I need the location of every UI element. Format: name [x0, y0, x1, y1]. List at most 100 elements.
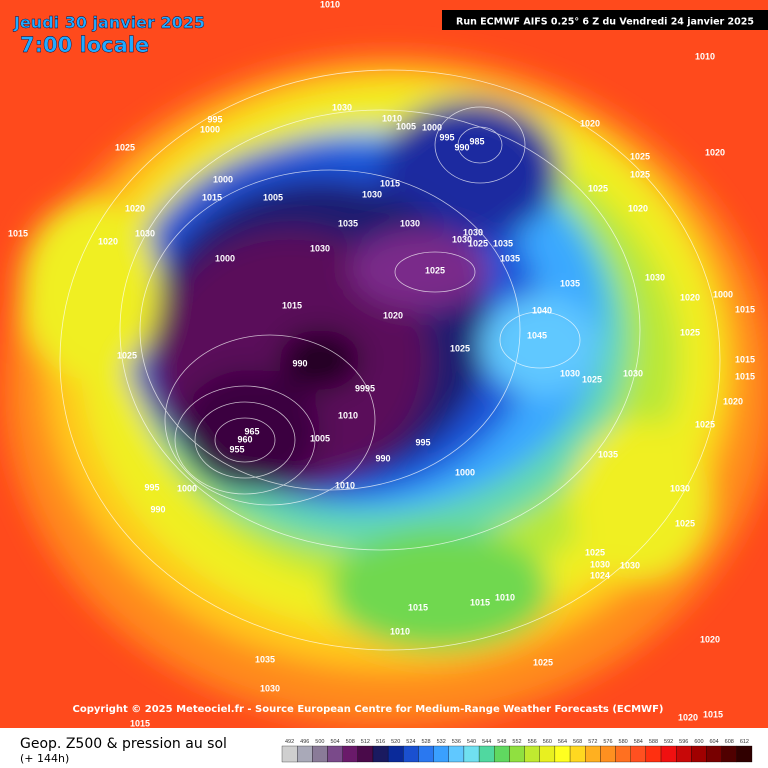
pressure-label: 1015	[130, 718, 150, 728]
scale-tick-label: 536	[452, 739, 461, 745]
scale-tick-label: 588	[649, 739, 658, 745]
pressure-label: 990	[375, 453, 390, 463]
pressure-label: 1035	[560, 278, 580, 288]
scale-swatch	[660, 745, 677, 763]
pressure-label: 1035	[255, 654, 275, 664]
pressure-label: 1020	[680, 292, 700, 302]
pressure-label: 1024	[590, 570, 610, 580]
scale-swatch	[645, 745, 662, 763]
pressure-label: 1025	[468, 238, 488, 248]
pressure-label: 1020	[723, 396, 743, 406]
pressure-label: 1030	[310, 243, 330, 253]
scale-swatch	[539, 745, 556, 763]
scale-tick-label: 524	[406, 739, 415, 745]
pressure-label: 1010	[390, 626, 410, 636]
pressure-label: 990	[292, 358, 307, 368]
pressure-label: 1025	[450, 343, 470, 353]
scale-tick-label: 596	[679, 739, 688, 745]
scale-tick-label: 580	[619, 739, 628, 745]
pressure-label: 1025	[117, 350, 137, 360]
scale-swatch	[463, 745, 480, 763]
pressure-label: 1010	[382, 113, 402, 123]
scale-tick-label: 572	[588, 739, 597, 745]
scale-tick-label: 548	[497, 739, 506, 745]
scale-tick-label: 512	[361, 739, 370, 745]
pressure-label: 1035	[500, 253, 520, 263]
pressure-label: 1015	[282, 300, 302, 310]
pressure-label: 995	[415, 437, 430, 447]
scale-swatch	[569, 745, 586, 763]
pressure-label: 1030	[645, 272, 665, 282]
scale-swatch	[524, 745, 540, 763]
run-box	[442, 10, 768, 30]
pressure-label: 1025	[588, 183, 608, 193]
scale-swatch	[509, 745, 525, 763]
pressure-label: 1030	[620, 560, 640, 570]
pressure-label: 1030	[560, 368, 580, 378]
pressure-label: 1020	[678, 712, 698, 722]
scale-tick-label: 584	[634, 739, 643, 745]
pressure-label: 1015	[408, 602, 428, 612]
pressure-label: 1025	[533, 657, 553, 667]
pressure-label: 1020	[705, 147, 725, 157]
scale-tick-label: 540	[467, 739, 476, 745]
scale-tick-label: 608	[725, 739, 734, 745]
scale-tick-label: 604	[710, 739, 719, 745]
pressure-label: 1030	[332, 102, 352, 112]
scale-swatch	[342, 745, 358, 763]
scale-swatch	[630, 745, 647, 763]
scale-swatch	[676, 745, 692, 763]
pressure-label: 1030	[623, 368, 643, 378]
scale-tick-label: 552	[512, 739, 521, 745]
pressure-label: 1020	[125, 203, 145, 213]
scale-tick-label: 508	[346, 739, 355, 745]
scale-swatch	[357, 745, 374, 763]
pressure-label: 1010	[335, 480, 355, 490]
time: 7:00 locale	[20, 33, 149, 57]
pressure-label: 1010	[495, 592, 515, 602]
scale-tick-label: 532	[437, 739, 446, 745]
pressure-label: 1025	[585, 547, 605, 557]
pressure-label: 1010	[338, 410, 358, 420]
scale-tick-label: 612	[740, 739, 749, 745]
scale-swatch	[433, 745, 449, 763]
pressure-label: 1015	[703, 709, 723, 719]
legend-subtitle: (+ 144h)	[20, 752, 69, 765]
pressure-label: 1000	[200, 124, 220, 134]
scale-swatch	[327, 745, 343, 763]
pressure-label: 1030	[362, 189, 382, 199]
scale-swatch	[387, 745, 404, 763]
pressure-label: 1030	[135, 228, 155, 238]
scale-swatch	[478, 745, 495, 763]
copyright: Copyright © 2025 Meteociel.fr - Source E…	[73, 704, 664, 715]
scale-swatch	[554, 745, 571, 763]
pressure-label: 1025	[680, 327, 700, 337]
scale-swatch	[312, 745, 328, 763]
pressure-label: 955	[229, 444, 244, 454]
run-info: Run ECMWF AIFS 0.25° 6 Z du Vendredi 24 …	[456, 17, 754, 28]
pressure-label: 1020	[383, 310, 403, 320]
scale-tick-label: 564	[558, 739, 567, 745]
scale-tick-label: 504	[330, 739, 339, 745]
scale-tick-label: 568	[573, 739, 582, 745]
pressure-label: 1005	[310, 433, 330, 443]
scale-tick-label: 520	[391, 739, 400, 745]
pressure-label: 1020	[700, 634, 720, 644]
pressure-label: 990	[150, 504, 165, 514]
scale-swatch	[736, 745, 753, 763]
pressure-label: 1000	[455, 467, 475, 477]
pressure-label: 1010	[695, 51, 715, 61]
scale-swatch	[403, 745, 419, 763]
pressure-label: 1015	[735, 371, 755, 381]
scale-swatch	[418, 745, 434, 763]
scale-tick-label: 492	[285, 739, 294, 745]
pressure-label: 1025	[115, 142, 135, 152]
pressure-label: 1020	[98, 236, 118, 246]
pressure-label: 965	[244, 426, 259, 436]
pressure-label: 1000	[215, 253, 235, 263]
pressure-label: 1025	[695, 419, 715, 429]
color-scale: 492 496 500 504 508 512 516 520 524 528 532 536 540 5…	[281, 739, 753, 763]
pressure-label: 1035	[598, 449, 618, 459]
